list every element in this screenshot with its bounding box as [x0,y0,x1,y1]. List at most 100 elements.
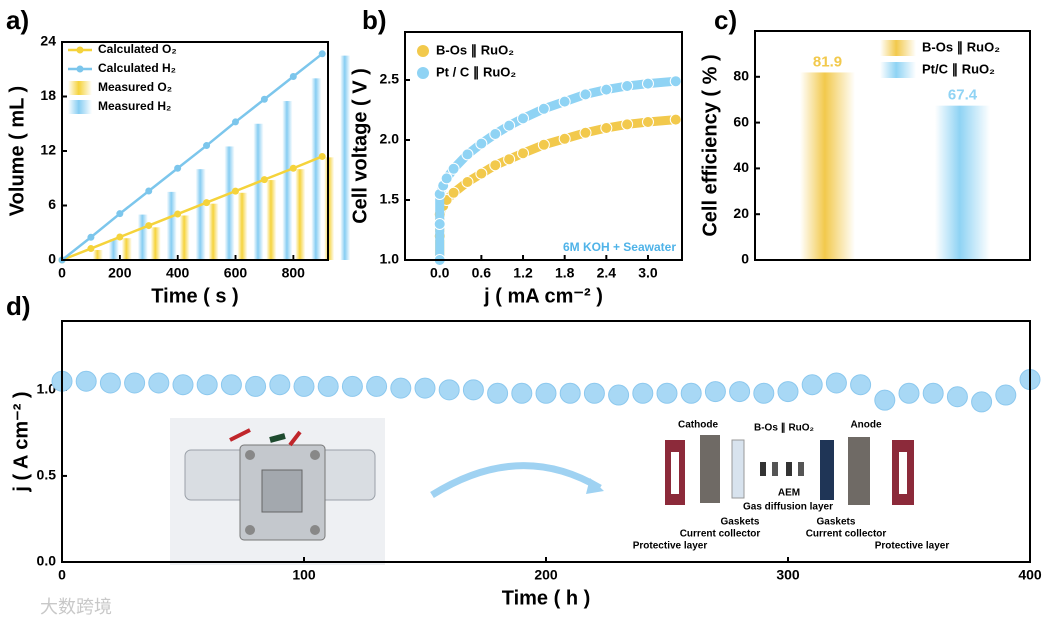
point [898,382,920,404]
point [203,142,211,150]
point [621,118,634,131]
y-tick-label: 1.5 [380,191,400,207]
x-axis-title: Time ( s ) [151,285,238,307]
y-tick-label: 40 [733,159,749,175]
diagram-label: AEM [778,488,800,499]
axes-frame [61,320,1031,563]
legend-label: Measured H₂ [98,99,171,113]
point [641,116,654,128]
legend-marker [417,45,429,57]
diagram-label: Cathode [678,420,718,431]
point [447,162,460,175]
point [641,77,654,90]
point [116,210,124,218]
bar [800,72,855,260]
point [475,167,488,180]
point [922,382,944,404]
bar [311,78,322,260]
point [801,374,823,396]
legend-label: Pt / C ∥ RuO₂ [436,64,516,80]
point [537,138,550,151]
diagram-label: Protective layer [633,541,708,552]
x-tick-label: 2.4 [597,265,617,281]
point [245,375,267,397]
diagram-label: Protective layer [875,541,950,552]
y-tick-label: 80 [733,68,749,84]
bar [295,169,306,260]
diagram-label: Gaskets [721,517,760,528]
axes-frame [404,31,683,261]
y-tick-label: 20 [733,205,749,221]
y-tick-label: 18 [40,87,56,103]
point [475,137,488,150]
legend-marker [417,67,429,79]
x-tick-label: 800 [282,265,306,281]
point [487,382,509,404]
arrow [430,462,602,498]
point [231,187,239,195]
point [440,172,453,185]
diagram-label: Current collector [806,529,887,540]
point [318,152,326,160]
bar [121,238,132,260]
legend-marker [76,46,84,54]
point [753,382,775,404]
point [669,75,682,88]
y-tick-label: 60 [733,113,749,129]
point [87,245,95,253]
point [145,187,153,195]
y-axis-title: Volume ( mL ) [6,86,28,216]
point [433,218,446,230]
point [704,381,726,403]
x-tick-label: 3.0 [638,265,658,281]
panel-label: c) [714,5,737,35]
watermark: 大数跨境 [40,597,112,618]
diagram-label: Gas diffusion layer [743,502,833,513]
y-axis-title: j ( A cm⁻² ) [10,391,32,492]
diagram-label: Current collector [680,529,761,540]
y-tick-label: 6 [48,196,56,212]
bar [282,101,293,261]
y-tick-label: 0 [48,251,56,267]
point [503,119,516,132]
curve [435,76,677,260]
legend-swatch [880,40,916,56]
legend-label: Measured O₂ [98,80,172,94]
point [874,389,896,411]
point [600,122,613,134]
point [559,382,581,404]
point [995,384,1017,406]
y-tick-label: 24 [40,33,56,49]
diagram-label: B-Os ∥ RuO₂ [754,423,814,434]
bar [935,105,990,261]
bar [137,214,148,260]
point [318,50,326,58]
point [669,113,682,126]
panel-label: a) [6,5,29,35]
bar [208,203,219,260]
diagram-label: Gaskets [817,517,856,528]
line [61,155,323,262]
point [174,164,182,172]
point [260,176,268,184]
point [680,382,702,404]
diagram-label: Anode [850,420,882,431]
y-tick-label: 0.5 [37,467,57,483]
point [341,375,363,397]
point [124,372,146,394]
point [579,88,592,101]
point [537,102,550,115]
x-tick-label: 200 [534,567,558,583]
point [148,372,170,394]
legend-swatch [68,100,92,114]
y-axis-title: Cell voltage ( V ) [349,68,371,224]
legend-marker [76,65,84,73]
point [825,372,847,394]
point [946,386,968,408]
x-tick-label: 400 [1018,567,1042,583]
y-tick-label: 2.0 [380,131,400,147]
x-tick-label: 200 [108,265,132,281]
x-axis-title: j ( mA cm⁻² ) [483,285,603,307]
point [366,375,388,397]
x-tick-label: 0 [58,567,66,583]
